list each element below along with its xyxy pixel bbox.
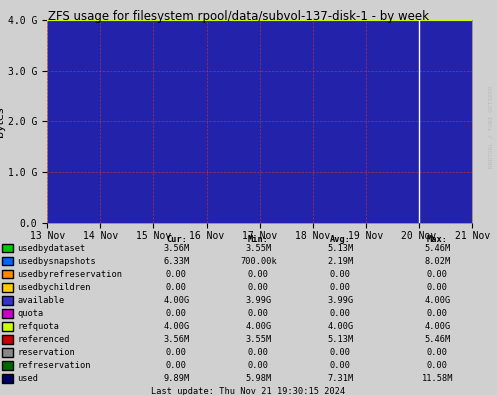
Text: 0.00: 0.00 [427,309,448,318]
Text: refreservation: refreservation [17,361,91,370]
Text: 0.00: 0.00 [330,309,351,318]
Text: referenced: referenced [17,335,70,344]
Text: 6.33M: 6.33M [164,257,189,265]
Text: 0.00: 0.00 [248,361,269,370]
Text: 3.99G: 3.99G [328,296,353,305]
Text: quota: quota [17,309,44,318]
Text: usedbyrefreservation: usedbyrefreservation [17,270,122,278]
Text: 0.00: 0.00 [248,283,269,292]
Text: Min:: Min: [248,235,269,244]
Text: reservation: reservation [17,348,75,357]
Text: available: available [17,296,65,305]
Text: 0.00: 0.00 [330,283,351,292]
Text: 4.00G: 4.00G [164,296,189,305]
Text: 0.00: 0.00 [427,283,448,292]
Text: 0.00: 0.00 [330,361,351,370]
Text: usedbychildren: usedbychildren [17,283,91,292]
Text: 0.00: 0.00 [330,348,351,357]
Text: 4.00G: 4.00G [424,296,450,305]
Text: 0.00: 0.00 [427,348,448,357]
Text: 0.00: 0.00 [248,348,269,357]
Text: 0.00: 0.00 [330,270,351,278]
Text: 5.13M: 5.13M [328,244,353,252]
Text: 3.55M: 3.55M [246,244,271,252]
Text: usedbysnapshots: usedbysnapshots [17,257,96,265]
Text: 4.00G: 4.00G [246,322,271,331]
Text: 0.00: 0.00 [248,270,269,278]
Text: 4.00G: 4.00G [424,322,450,331]
Text: 5.46M: 5.46M [424,244,450,252]
Text: ZFS usage for filesystem rpool/data/subvol-137-disk-1 - by week: ZFS usage for filesystem rpool/data/subv… [48,10,429,23]
Text: 5.13M: 5.13M [328,335,353,344]
Text: 0.00: 0.00 [166,361,187,370]
Text: 0.00: 0.00 [248,309,269,318]
Text: Avg:: Avg: [330,235,351,244]
Text: 3.56M: 3.56M [164,244,189,252]
Text: usedbydataset: usedbydataset [17,244,85,252]
Text: 0.00: 0.00 [166,283,187,292]
Text: 3.55M: 3.55M [246,335,271,344]
Text: 9.89M: 9.89M [164,374,189,383]
Text: 0.00: 0.00 [166,348,187,357]
Text: 0.00: 0.00 [427,361,448,370]
Text: 0.00: 0.00 [427,270,448,278]
Text: 11.58M: 11.58M [421,374,453,383]
Text: 8.02M: 8.02M [424,257,450,265]
Y-axis label: bytes: bytes [0,106,5,137]
Text: 7.31M: 7.31M [328,374,353,383]
Text: used: used [17,374,38,383]
Text: RRDTOOL / TOBI OETIKER: RRDTOOL / TOBI OETIKER [489,85,494,167]
Text: 3.56M: 3.56M [164,335,189,344]
Text: 4.00G: 4.00G [328,322,353,331]
Text: 5.46M: 5.46M [424,335,450,344]
Text: Last update: Thu Nov 21 19:30:15 2024: Last update: Thu Nov 21 19:30:15 2024 [152,387,345,395]
Text: refquota: refquota [17,322,60,331]
Text: 4.00G: 4.00G [164,322,189,331]
Text: 5.98M: 5.98M [246,374,271,383]
Text: 0.00: 0.00 [166,309,187,318]
Text: Max:: Max: [427,235,448,244]
Text: Cur:: Cur: [166,235,187,244]
Text: 3.99G: 3.99G [246,296,271,305]
Text: 2.19M: 2.19M [328,257,353,265]
Text: 700.00k: 700.00k [240,257,277,265]
Text: 0.00: 0.00 [166,270,187,278]
